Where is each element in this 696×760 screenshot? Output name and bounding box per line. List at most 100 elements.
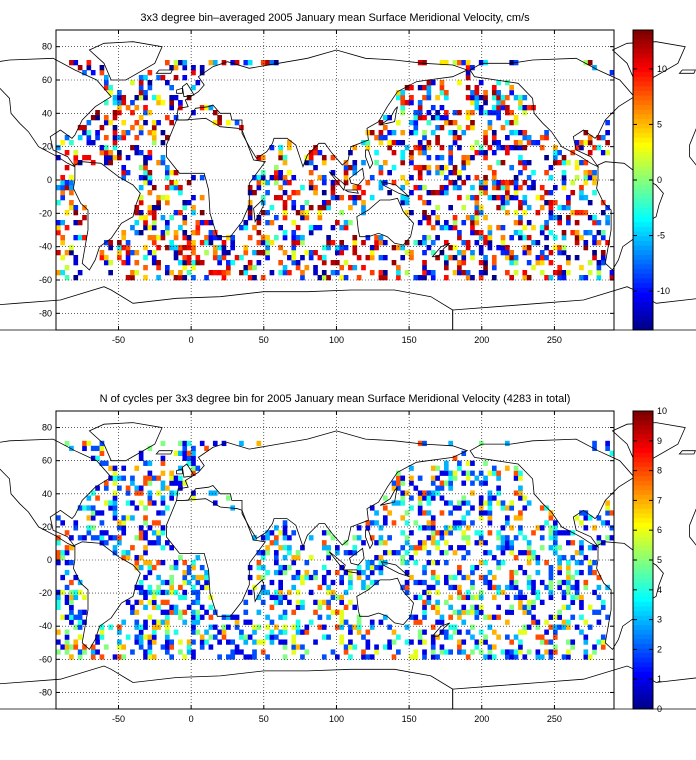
bin-cell	[487, 520, 493, 526]
bin-cell	[470, 225, 475, 231]
bin-cell	[151, 210, 157, 216]
bin-cell	[95, 135, 100, 141]
bin-cell	[470, 185, 475, 191]
bin-cell	[396, 275, 401, 281]
bin-cell	[548, 510, 554, 516]
bin-cell	[82, 594, 87, 601]
bin-cell	[478, 95, 484, 101]
bin-cell	[230, 654, 236, 660]
bin-cell	[592, 644, 597, 650]
bin-cell	[99, 125, 105, 131]
bin-cell	[103, 115, 109, 121]
bin-cell	[339, 265, 345, 271]
bin-cell	[422, 579, 427, 586]
bin-cell	[409, 480, 414, 486]
bin-cell	[426, 190, 432, 196]
bin-cell	[361, 584, 366, 591]
bin-cell	[426, 85, 432, 91]
bin-cell	[147, 170, 153, 176]
bin-cell	[130, 515, 135, 521]
bin-cell	[426, 155, 432, 161]
colorbar-step	[633, 443, 653, 449]
bin-cell	[182, 205, 188, 211]
bin-cell	[566, 619, 571, 625]
bin-cell	[321, 160, 327, 166]
bin-cell	[308, 185, 314, 191]
bin-cell	[470, 490, 475, 496]
bin-cell	[574, 515, 580, 521]
bin-cell	[265, 624, 270, 630]
bin-cell	[548, 624, 554, 630]
bin-cell	[409, 545, 414, 551]
bin-cell	[400, 545, 406, 551]
bin-cell	[544, 220, 549, 226]
bin-cell	[422, 604, 427, 610]
bin-cell	[282, 530, 288, 536]
bin-cell	[531, 619, 536, 625]
bin-cell	[505, 185, 510, 191]
bin-cell	[260, 175, 266, 181]
bin-cell	[208, 230, 214, 236]
bin-cell	[552, 614, 558, 620]
bin-cell	[548, 574, 554, 581]
bin-cell	[426, 599, 432, 605]
bin-cell	[160, 140, 166, 146]
bin-cell	[478, 495, 484, 501]
bin-cell	[191, 65, 196, 71]
bin-cell	[587, 200, 593, 206]
bin-cell	[343, 589, 349, 596]
y-tick-label: 40	[42, 108, 52, 118]
bin-cell	[147, 480, 153, 486]
bin-cell	[82, 445, 87, 452]
bin-cell	[443, 470, 449, 476]
bin-cell	[422, 250, 427, 256]
bin-cell	[461, 574, 467, 581]
bin-cell	[448, 155, 454, 161]
bin-cell	[413, 115, 419, 121]
bin-cell	[583, 654, 589, 660]
bin-cell	[82, 130, 87, 136]
bin-cell	[505, 120, 510, 126]
colorbar-step	[633, 583, 653, 589]
bin-cell	[470, 584, 475, 591]
bin-cell	[151, 520, 157, 526]
bin-cell	[138, 490, 144, 496]
bin-cell	[265, 250, 270, 256]
bin-cell	[77, 535, 83, 541]
bin-cell	[317, 599, 323, 605]
bin-cell	[256, 155, 262, 161]
bin-cell	[404, 535, 410, 541]
bin-cell	[404, 180, 410, 186]
bin-cell	[82, 440, 87, 447]
bin-cell	[430, 644, 436, 650]
bin-cell	[539, 205, 545, 211]
bin-cell	[404, 85, 410, 91]
bin-cell	[186, 579, 192, 586]
bin-cell	[409, 495, 414, 501]
bin-cell	[461, 165, 467, 171]
bin-cell	[374, 564, 379, 571]
bin-cell	[461, 60, 467, 66]
bin-cell	[287, 545, 292, 551]
bin-cell	[138, 555, 144, 561]
bin-cell	[457, 584, 462, 591]
bin-cell	[422, 135, 427, 141]
bin-cell	[374, 540, 379, 546]
bin-cell	[470, 624, 475, 630]
bin-cell	[343, 165, 349, 171]
bin-cell	[130, 609, 135, 615]
bin-cell	[208, 220, 214, 226]
bin-cell	[561, 530, 567, 536]
bin-cell	[526, 550, 532, 556]
bin-cell	[313, 574, 318, 581]
bin-cell	[348, 220, 353, 226]
bin-cell	[143, 634, 148, 640]
bin-cell	[552, 550, 558, 556]
bin-cell	[465, 85, 471, 91]
bin-cell	[138, 530, 144, 536]
bin-cell	[195, 255, 201, 261]
bin-cell	[396, 90, 401, 96]
bin-cell	[491, 180, 497, 186]
coastline	[452, 665, 696, 710]
bin-cell	[374, 649, 379, 655]
